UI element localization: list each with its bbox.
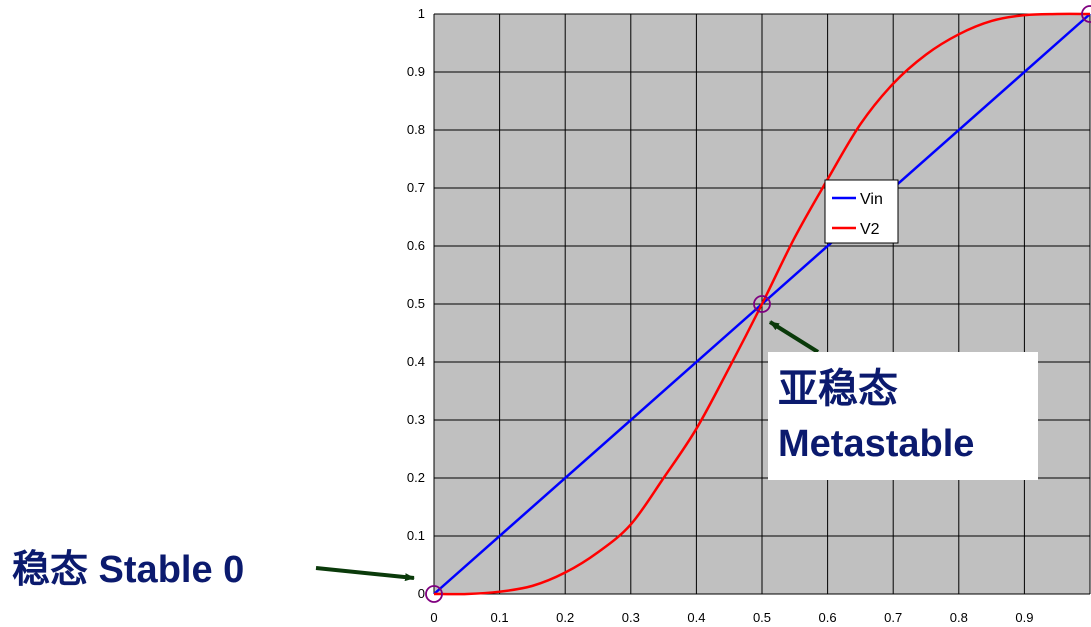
x-tick-label: 0.4	[687, 610, 705, 625]
y-axis: 0 0.1 0.2 0.3 0.4 0.5 0.6 0.7 0.8 0.9 1	[407, 6, 425, 601]
y-tick-label: 0.3	[407, 412, 425, 427]
series-line-v2	[433, 12, 1091, 596]
y-tick-label: 0.2	[407, 470, 425, 485]
arrow-metastable	[768, 320, 820, 354]
legend-label-v2: V2	[860, 221, 880, 238]
y-tick-label: 1	[418, 6, 425, 21]
y-tick-label: 0.9	[407, 64, 425, 79]
x-tick-label: 0.1	[491, 610, 509, 625]
y-tick-label: 0.1	[407, 528, 425, 543]
y-tick-label: 0.8	[407, 122, 425, 137]
marker-stable1	[1081, 5, 1091, 23]
x-axis: 0 0.1 0.2 0.3 0.4 0.5 0.6 0.7 0.8 0.9	[430, 610, 1033, 625]
y-tick-label: 0.7	[407, 180, 425, 195]
x-tick-label: 0	[430, 610, 437, 625]
annotations: 稳态 Stable 0 亚稳态 Metastable	[12, 320, 1038, 591]
legend-box	[824, 179, 899, 244]
x-tick-label: 0.3	[622, 610, 640, 625]
annotation-metastable-en: Metastable	[778, 423, 974, 465]
annotation-metastable-cn: 亚稳态	[778, 367, 898, 411]
metastable-box	[768, 352, 1038, 480]
x-tick-label: 0.5	[753, 610, 771, 625]
x-tick-label: 0.7	[884, 610, 902, 625]
marker-metastable	[753, 295, 771, 313]
y-tick-label: 0.6	[407, 238, 425, 253]
marker-stable0	[425, 585, 443, 603]
x-tick-label: 0.8	[950, 610, 968, 625]
arrow-stable-0	[315, 566, 415, 582]
y-tick-label: 0.4	[407, 354, 425, 369]
y-tick-label: 0.5	[407, 296, 425, 311]
x-tick-label: 0.6	[819, 610, 837, 625]
markers	[425, 5, 1091, 603]
x-tick-label: 0.9	[1015, 610, 1033, 625]
legend: Vin V2	[824, 179, 899, 244]
series-group	[433, 12, 1091, 596]
annotation-stable-0: 稳态 Stable 0	[12, 549, 244, 591]
x-tick-label: 0.2	[556, 610, 574, 625]
y-tick-label: 0	[418, 586, 425, 601]
legend-label-vin: Vin	[860, 191, 883, 208]
